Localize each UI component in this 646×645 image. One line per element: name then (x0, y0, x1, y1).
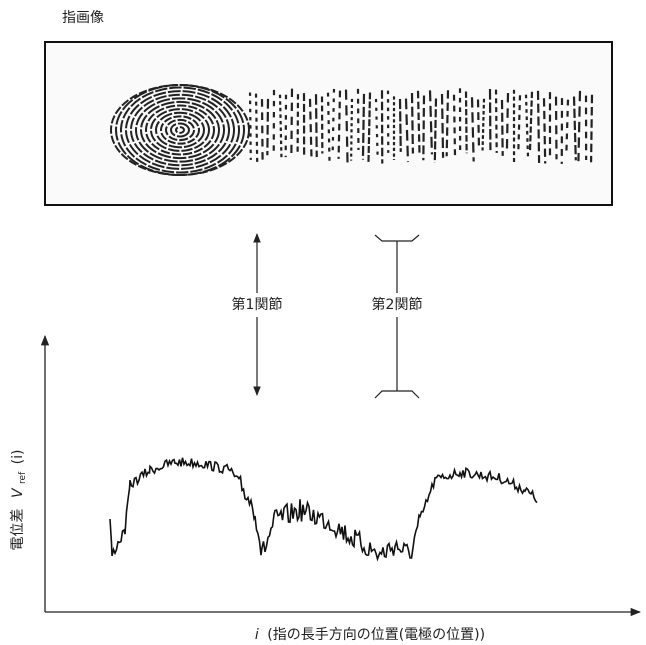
ridge (400, 99, 401, 152)
y-axis-label: 電位差 V ref (i) (10, 450, 30, 551)
y-label-subscript: ref (18, 471, 28, 484)
y-label-argument: (i) (10, 450, 26, 465)
x-label-variable: i (255, 627, 259, 643)
ridge (478, 100, 479, 151)
ridge (267, 99, 268, 155)
potential-curve (110, 458, 537, 559)
joint-1-label: 第1関節 (232, 296, 283, 313)
ridge (483, 99, 484, 151)
y-label-text: 電位差 (10, 508, 26, 550)
ridge (363, 94, 364, 160)
y-label-variable: V (10, 487, 26, 498)
x-label-text: (指の長手方向の位置(電極の位置)) (267, 627, 485, 643)
image-title: 指画像 (62, 10, 104, 26)
ridge (250, 92, 251, 159)
ridge (466, 91, 467, 153)
figure: 指画像 第1関節 第2関節 電位差 V ref (i) i (指の長手方向の位置… (0, 0, 646, 645)
ridge (256, 94, 257, 163)
joint-2-label: 第2関節 (372, 296, 423, 313)
x-axis-label: i (指の長手方向の位置(電極の位置)) (255, 627, 485, 643)
